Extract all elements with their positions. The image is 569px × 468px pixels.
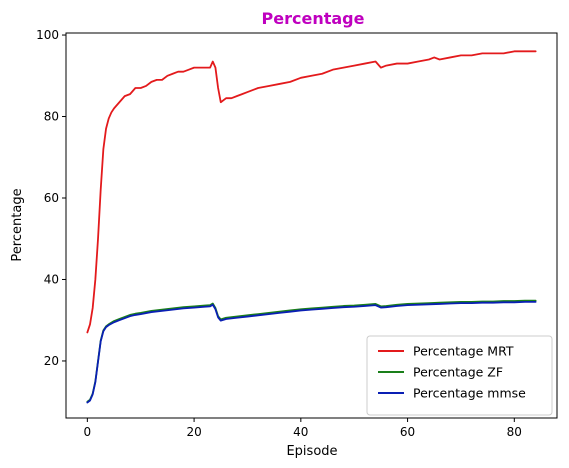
series-line-2 (86, 299, 537, 403)
y-tick-label: 100 (36, 28, 59, 42)
x-tick-label: 40 (293, 425, 308, 439)
axes-frame (65, 32, 558, 419)
chart-title: Percentage (262, 9, 365, 28)
plot-area: 0 20 40 60 80 20 40 60 80 100 (36, 28, 558, 439)
x-tick-label: 0 (84, 425, 92, 439)
legend-box (366, 335, 553, 416)
legend: Percentage MRT Percentage ZF Percentage mm… (366, 335, 553, 416)
y-tick-label: 80 (44, 110, 59, 124)
legend-label: Percentage mmse (413, 386, 526, 401)
y-axis-label: Percentage (10, 188, 25, 261)
legend-label: Percentage MRT (413, 344, 514, 359)
y-tick-label: 20 (44, 354, 59, 368)
series-line-1 (86, 50, 537, 334)
y-tick-label: 40 (44, 272, 59, 286)
y-tick-label: 60 (44, 191, 59, 205)
x-tick-label: 60 (400, 425, 415, 439)
legend-label: Percentage ZF (413, 365, 503, 380)
x-axis-label: Episode (286, 444, 337, 459)
x-tick-label: 20 (186, 425, 201, 439)
x-tick-label: 80 (507, 425, 522, 439)
series-line-3 (86, 300, 537, 404)
